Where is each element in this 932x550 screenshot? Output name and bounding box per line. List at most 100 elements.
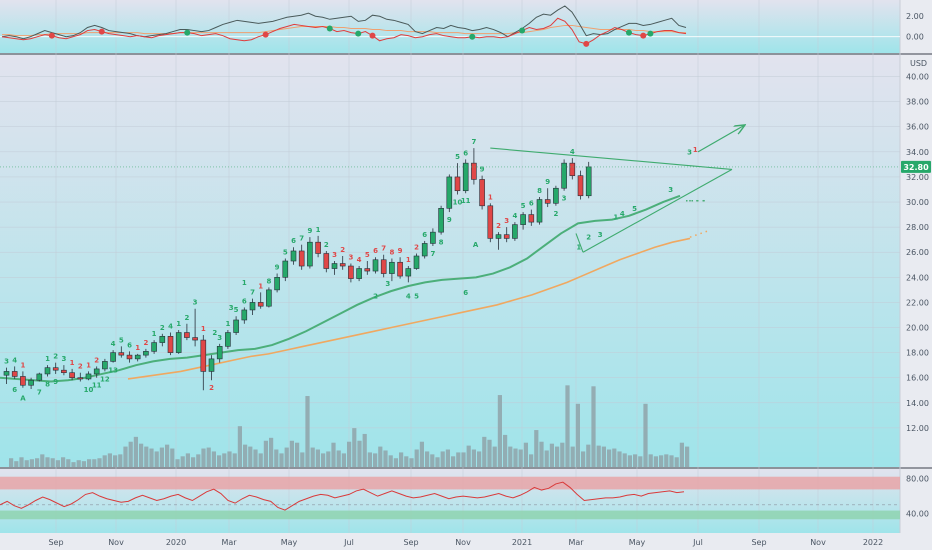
projection-dot (689, 199, 691, 202)
volume-bar (492, 446, 497, 467)
td-label: 13 (108, 367, 118, 375)
candle-down (577, 175, 584, 197)
projection-dot (703, 199, 705, 202)
td-label: 4 (12, 356, 17, 364)
candle-down (544, 199, 551, 204)
volume-bar (139, 443, 144, 467)
candle-up (102, 361, 108, 370)
volume-bar (211, 451, 216, 467)
date-tick-label: Jul (343, 538, 354, 547)
volume-bar (347, 441, 352, 467)
price-axis[interactable]: USD 40.00 38.00 36.00 34.00 32.00 30.00 28.00 2… (906, 59, 929, 433)
volume-bar (617, 451, 622, 467)
volume-bar (315, 449, 320, 467)
candle-down (192, 337, 198, 341)
candle-up (175, 332, 182, 353)
right-axis-bg (900, 0, 932, 550)
volume-bar (425, 451, 430, 467)
candle-down (126, 354, 133, 360)
volume-bar (466, 445, 471, 467)
candle-up (266, 289, 272, 307)
volume-bar (310, 447, 315, 467)
candle-up (536, 199, 543, 223)
volume-bar (445, 449, 450, 467)
volume-bar (523, 442, 528, 467)
volume-bar (497, 395, 502, 467)
td-label: 1 (406, 256, 411, 264)
volume-bar (341, 453, 346, 467)
volume-bar (529, 454, 534, 467)
date-tick-label: Sep (403, 538, 418, 547)
td-label: 7 (299, 235, 304, 243)
volume-bar (289, 440, 294, 467)
moving-average-fast (0, 194, 681, 383)
candle-up (331, 263, 338, 269)
volume-bar (123, 446, 128, 467)
osc-top-signal-dot (369, 32, 376, 39)
candle-down (184, 332, 190, 338)
td-label: 3 (217, 334, 222, 342)
td-label: 9 (545, 178, 550, 186)
volume-bar (81, 461, 86, 467)
candle-down (339, 263, 346, 267)
candle-up (389, 261, 395, 274)
osc-bottom-tick-label: 40.00 (906, 510, 929, 519)
volume-bar (461, 452, 466, 467)
td-label: 1 (201, 325, 206, 333)
oscillator-top: 2.00 0.00 (0, 5, 924, 47)
date-tick-label: Nov (810, 538, 826, 547)
volume-bar (128, 441, 133, 467)
td-label: 11 (92, 382, 102, 390)
candle-up (241, 309, 248, 321)
candle-up (85, 373, 92, 380)
td-label: 2 (586, 234, 591, 242)
td-label: 5 (521, 202, 526, 210)
volume-bar (601, 446, 606, 467)
volume-bar (55, 460, 60, 467)
td-label: 7 (471, 138, 476, 146)
candle-up (36, 373, 43, 381)
td-label: 9 (275, 264, 280, 272)
candle-up (430, 231, 436, 244)
volume-bar (144, 446, 149, 467)
td-label: 5 (365, 251, 370, 259)
osc-top-signal-dot (519, 27, 526, 34)
volume-bar (232, 453, 237, 467)
td-label: 7 (381, 245, 386, 253)
candle-up (421, 243, 428, 257)
pattern-lines[interactable] (0, 125, 900, 253)
volume-bar (175, 459, 180, 467)
td-label: 9 (447, 216, 452, 224)
osc-top-signal-dot (640, 32, 647, 39)
volume-bar (627, 455, 632, 467)
td-label: 4 (406, 293, 411, 301)
breakout-arrow (697, 125, 744, 153)
td-label: 6 (463, 289, 468, 297)
td-label: 1 (20, 361, 25, 369)
osc-top-signal-dot (355, 30, 362, 37)
candle-up (512, 224, 518, 239)
candle-up (134, 354, 141, 360)
candle-up (495, 234, 502, 239)
td-label: 2 (78, 363, 83, 371)
volume-bar (24, 460, 29, 467)
date-tick-label: 2021 (512, 538, 532, 547)
volume-bar (29, 459, 34, 467)
volume-bar (237, 426, 242, 467)
date-axis[interactable]: Sep Nov 2020 Mar May Jul Sep Nov 2021 Mar May Jul Se… (48, 538, 883, 547)
date-tick-label: Mar (568, 538, 584, 547)
candle-up (249, 302, 256, 311)
candle-up (438, 208, 444, 233)
volume-bar (14, 461, 19, 467)
td-label: 6 (242, 297, 247, 305)
volume-bar (326, 451, 331, 467)
price-tick-label: 24.00 (906, 273, 929, 282)
candle-up (208, 358, 215, 372)
td-label: 12 (100, 375, 110, 383)
volume-bar (66, 459, 71, 467)
td-label: 7 (250, 289, 255, 297)
td-label: 1 (693, 146, 698, 154)
resistance-trendline (490, 147, 733, 170)
candle-up (216, 346, 223, 360)
